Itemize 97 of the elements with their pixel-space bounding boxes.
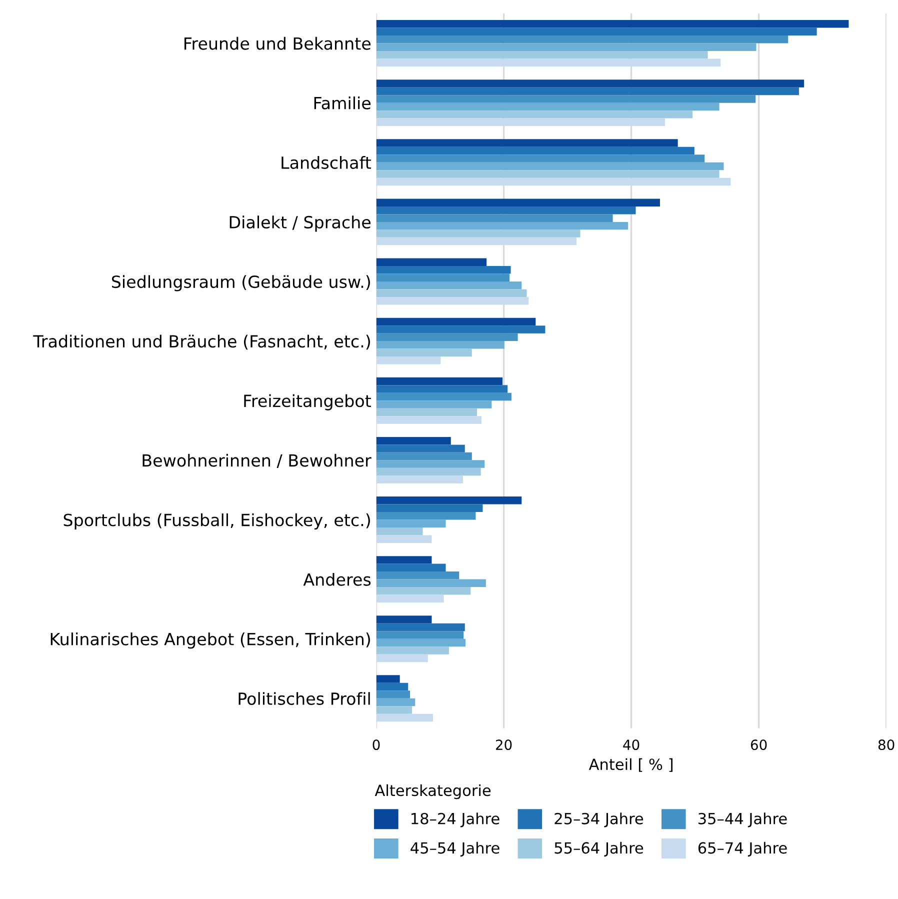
- bar: [376, 400, 492, 408]
- bar: [376, 572, 460, 580]
- bar: [376, 623, 465, 632]
- bar: [376, 646, 449, 654]
- bar: [376, 468, 481, 476]
- bar: [376, 146, 694, 155]
- bar: [376, 110, 692, 118]
- bar: [376, 460, 485, 468]
- bar: [376, 356, 441, 364]
- bar: [376, 392, 512, 401]
- bar: [376, 385, 508, 393]
- bar: [376, 416, 482, 424]
- bar: [376, 714, 434, 722]
- legend-label: 25–34 Jahre: [554, 812, 644, 828]
- bar: [376, 28, 817, 36]
- bar: [376, 512, 476, 520]
- y-tick-label: Anderes: [303, 572, 371, 586]
- bar: [376, 170, 720, 178]
- bar: [376, 58, 721, 66]
- bar: [376, 289, 527, 297]
- bar: [376, 579, 486, 588]
- bar: [376, 616, 432, 624]
- bar: [376, 527, 423, 536]
- bar: [376, 118, 666, 126]
- x-axis-title: Anteil [ % ]: [588, 758, 672, 772]
- bar: [376, 638, 466, 647]
- y-tick-label: Bewohnerinnen / Bewohner: [142, 454, 372, 468]
- legend-label: 18–24 Jahre: [412, 812, 500, 828]
- bar: [376, 520, 446, 528]
- y-tick-label: Sportclubs (Fussball, Eishockey, etc.): [64, 513, 370, 530]
- bar: [376, 587, 471, 595]
- bar: [376, 87, 799, 96]
- y-tick-label: Landschaft: [282, 156, 371, 169]
- bar: [376, 556, 432, 564]
- bar: [376, 139, 678, 147]
- y-tick-label: Freizeitangebot: [244, 394, 371, 410]
- x-tick-label: 80: [878, 740, 894, 750]
- bar: [376, 206, 636, 214]
- legend-label: 35–44 Jahre: [698, 812, 787, 828]
- bar: [376, 535, 432, 543]
- y-tick-label: Siedlungsraum (Gebäude usw.): [112, 275, 370, 292]
- bar: [376, 51, 708, 59]
- bar: [376, 237, 576, 246]
- y-tick-label: Kulinarisches Angebot (Essen, Trinken): [50, 632, 370, 649]
- bar: [376, 476, 463, 484]
- legend-label: 65–74 Jahre: [698, 842, 787, 857]
- x-tick-label: 20: [496, 740, 512, 750]
- bar: [376, 444, 465, 452]
- bar: [376, 43, 756, 52]
- y-tick-label: Politisches Profil: [238, 692, 370, 705]
- bar: [376, 682, 408, 691]
- bar: [376, 102, 720, 111]
- legend-label: 45–54 Jahre: [410, 842, 500, 857]
- bar: [376, 258, 487, 266]
- bar: [376, 198, 660, 206]
- bar: [376, 594, 444, 603]
- x-tick-label: 60: [750, 740, 767, 750]
- bar: [376, 80, 804, 88]
- y-tick-label: Traditionen und Bräuche (Fasnacht, etc.): [33, 334, 370, 350]
- bar: [376, 564, 446, 572]
- bar: [376, 436, 451, 445]
- x-tick-label: 40: [623, 740, 640, 750]
- bar: [376, 214, 613, 222]
- bar: [376, 341, 504, 349]
- x-tick-label: 0: [372, 740, 380, 750]
- bar: [376, 408, 477, 416]
- bar: [376, 266, 511, 274]
- legend-title: Alterskategorie: [374, 784, 491, 800]
- bar: [376, 698, 416, 706]
- bar: [376, 20, 849, 28]
- bar: [376, 230, 580, 238]
- bar: [376, 154, 705, 162]
- y-tick-label: Dialekt / Sprache: [230, 216, 371, 232]
- bar: [376, 675, 400, 683]
- bar: [376, 706, 412, 714]
- bar: [376, 318, 536, 326]
- bar: [376, 36, 788, 44]
- bar: [376, 631, 464, 639]
- bar: [376, 178, 731, 186]
- legend-label: 55–64 Jahre: [554, 842, 644, 857]
- bar: [376, 282, 522, 290]
- bar: [376, 348, 472, 357]
- bar: [376, 504, 483, 512]
- bar: [376, 333, 518, 342]
- bar: [376, 690, 410, 698]
- bar: [376, 377, 503, 386]
- bar: [376, 95, 756, 103]
- bar: [376, 496, 522, 504]
- bar: [376, 452, 472, 460]
- bar: [376, 162, 724, 170]
- bar: [376, 222, 628, 230]
- bar: [376, 296, 529, 305]
- y-tick-label: Familie: [314, 96, 371, 110]
- bar: [376, 274, 510, 282]
- bar: [376, 326, 546, 334]
- bar: [376, 654, 428, 662]
- y-tick-label: Freunde und Bekannte: [184, 36, 371, 50]
